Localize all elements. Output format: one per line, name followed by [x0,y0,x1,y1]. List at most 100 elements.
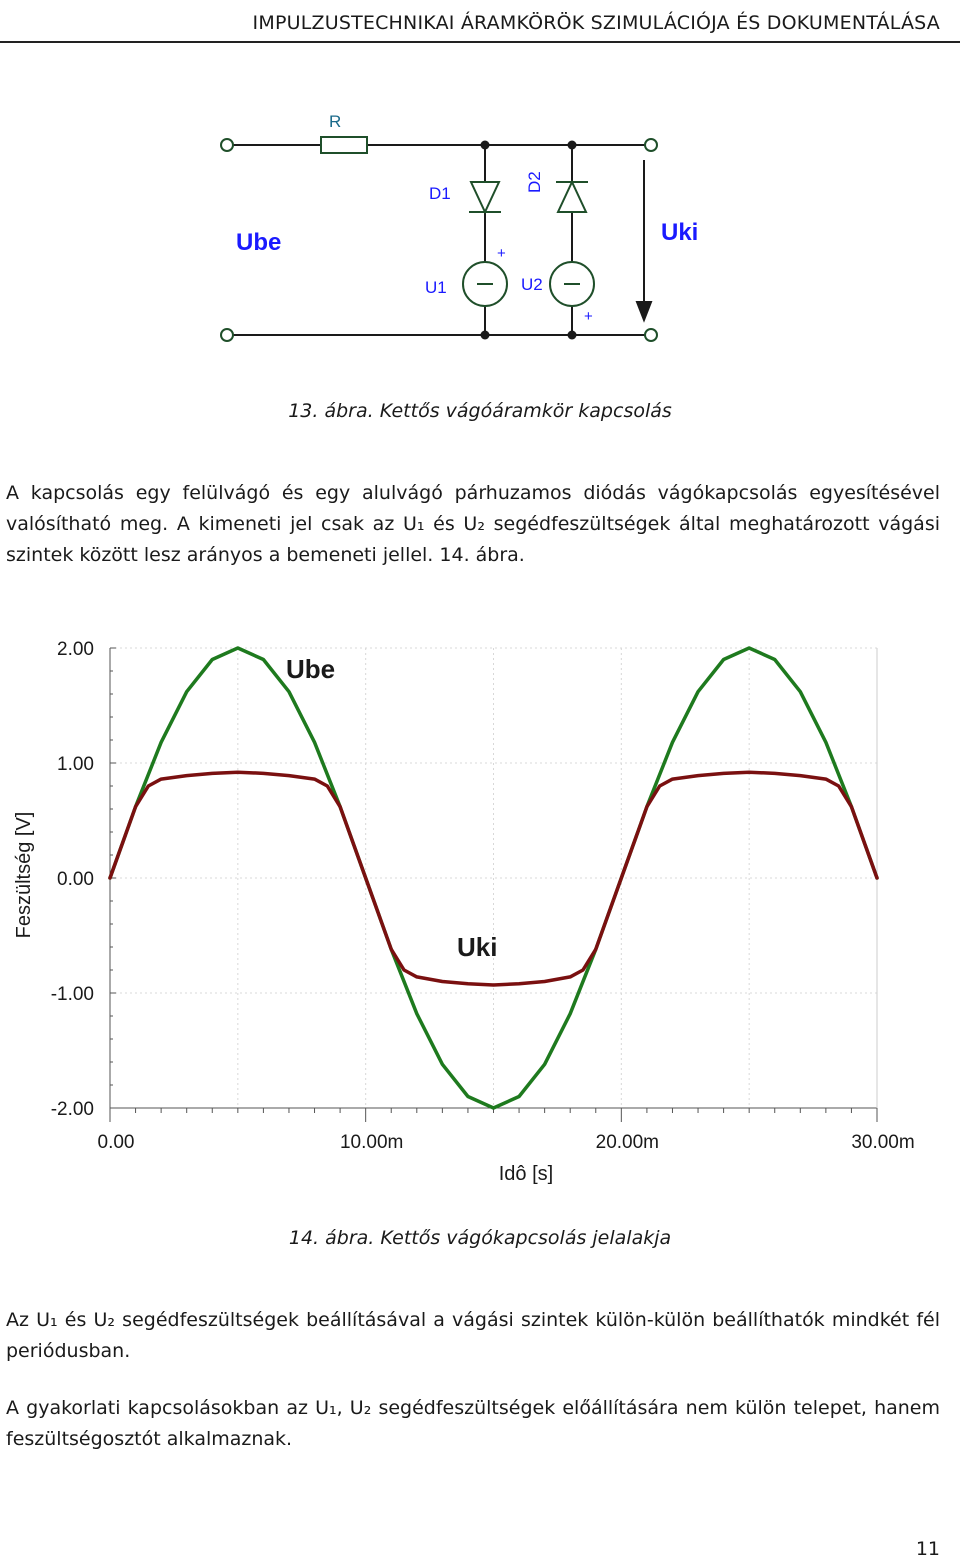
resistor-symbol [320,136,368,154]
x-tick-label: 10.00m [340,1132,403,1153]
source-u1-plus: + [497,245,506,262]
paragraph-2: Az U₁ és U₂ segédfeszültségek beállításá… [6,1305,940,1367]
source-u1-label: U1 [425,278,447,297]
data-point-uki [287,774,291,777]
data-point-uki [671,777,674,781]
input-voltage-label: Ube [236,229,281,256]
data-point-uki [313,777,316,781]
input-terminal-top [220,138,234,152]
data-point-uki [236,771,240,774]
chart-labels: 2.001.000.00-1.00-2.000.00 10.00m 20.00m 30… [13,639,915,1185]
header-rule [0,41,960,43]
data-point-uki [415,975,418,979]
data-point-uki [850,805,853,808]
y-tick-label: 1.00 [57,754,94,775]
y-tick-label: 2.00 [57,639,94,660]
data-point-uki [594,948,597,951]
data-point-uki [747,771,751,774]
data-point-ube [696,690,700,693]
data-point-uki [159,777,163,781]
data-point-uki [645,805,649,808]
x-axis-label: Idô [s] [499,1163,553,1185]
voltage-source-u1 [462,261,508,307]
data-point-uki [581,968,585,972]
data-point-ube [543,1063,546,1066]
data-point-uki [134,805,137,808]
data-point-ube [492,1106,495,1110]
data-point-uki [262,772,265,775]
data-point-uki [517,982,521,985]
series-label-ube: Ube [286,654,335,684]
output-voltage-label: Uki [661,219,698,246]
data-point-ube [185,690,188,693]
x-tick-label: 30.00m [851,1132,914,1153]
data-point-uki [108,876,112,880]
series-label-uki: Uki [457,932,497,962]
circuit-diagram: R D1 D2 U1 U2 + + Ube Uki [220,112,698,342]
y-tick-label: -2.00 [51,1099,94,1120]
data-point-ube [466,1095,470,1098]
output-voltage-arrow [635,160,653,323]
input-terminal-bottom [220,328,234,342]
data-point-ube [211,658,214,661]
diode-d1-symbol [469,181,501,215]
data-point-ube [799,690,802,693]
chart-grid [109,647,878,1109]
data-point-uki [402,968,406,972]
y-tick-label: -1.00 [51,984,94,1005]
data-point-ube [824,741,828,744]
data-point-uki [364,876,367,880]
diode-d2-symbol [556,179,588,213]
x-tick-label: 0.00 [98,1132,135,1153]
data-point-uki [824,777,828,781]
data-point-ube [569,1012,572,1015]
data-point-uki [466,982,470,985]
data-point-uki [185,774,188,777]
data-point-ube [262,658,265,661]
data-point-uki [722,772,725,775]
figure-13-caption: 13. ábra. Kettős vágóáramkör kapcsolás [288,400,672,422]
output-terminal-top [644,138,658,152]
paragraph-2-text: Az U₁ és U₂ segédfeszültségek beállításá… [6,1309,940,1362]
data-point-uki [543,980,546,983]
output-terminal-bottom [644,328,658,342]
data-point-ube [287,690,291,693]
data-point-ube [313,741,316,744]
data-point-uki [875,876,879,880]
paragraph-1: A kapcsolás egy felülvágó és egy alulvág… [6,478,940,571]
y-axis-label: Feszültség [V] [13,812,35,939]
page-header: IMPULZUSTECHNIKAI ÁRAMKÖRÖK SZIMULÁCIÓJA… [252,12,940,34]
junction-dot [480,330,490,340]
figure-14-caption: 14. ábra. Kettős vágókapcsolás jelalakja [288,1227,672,1249]
data-point-ube [747,646,751,650]
data-point-uki [390,948,393,951]
data-point-uki [620,876,623,880]
junction-dot [480,140,490,150]
data-point-uki [326,784,329,788]
junction-dot [567,330,577,340]
data-point-ube [773,658,776,661]
data-point-ube [517,1095,521,1098]
diode-d1-label: D1 [429,184,451,203]
data-point-uki [696,774,700,777]
page-number: 11 [915,1538,940,1560]
data-point-uki [492,983,495,987]
data-point-ube [671,741,674,744]
data-point-uki [569,975,572,979]
data-point-ube [722,658,725,661]
diode-d2-label: D2 [525,171,544,193]
source-u2-plus: + [584,308,593,325]
data-point-uki [441,980,444,983]
data-point-uki [147,784,150,788]
paragraph-3-text: A gyakorlati kapcsolásokban az U₁, U₂ se… [6,1397,940,1450]
data-point-uki [837,784,840,788]
source-u2-label: U2 [521,275,543,294]
data-point-ube [159,741,163,744]
data-point-uki [773,772,776,775]
data-point-uki [658,784,661,788]
data-point-ube [415,1012,418,1015]
resistor-label: R [329,112,341,131]
y-tick-label: 0.00 [57,869,94,890]
data-point-uki [211,772,214,775]
chart-series [108,646,879,1110]
